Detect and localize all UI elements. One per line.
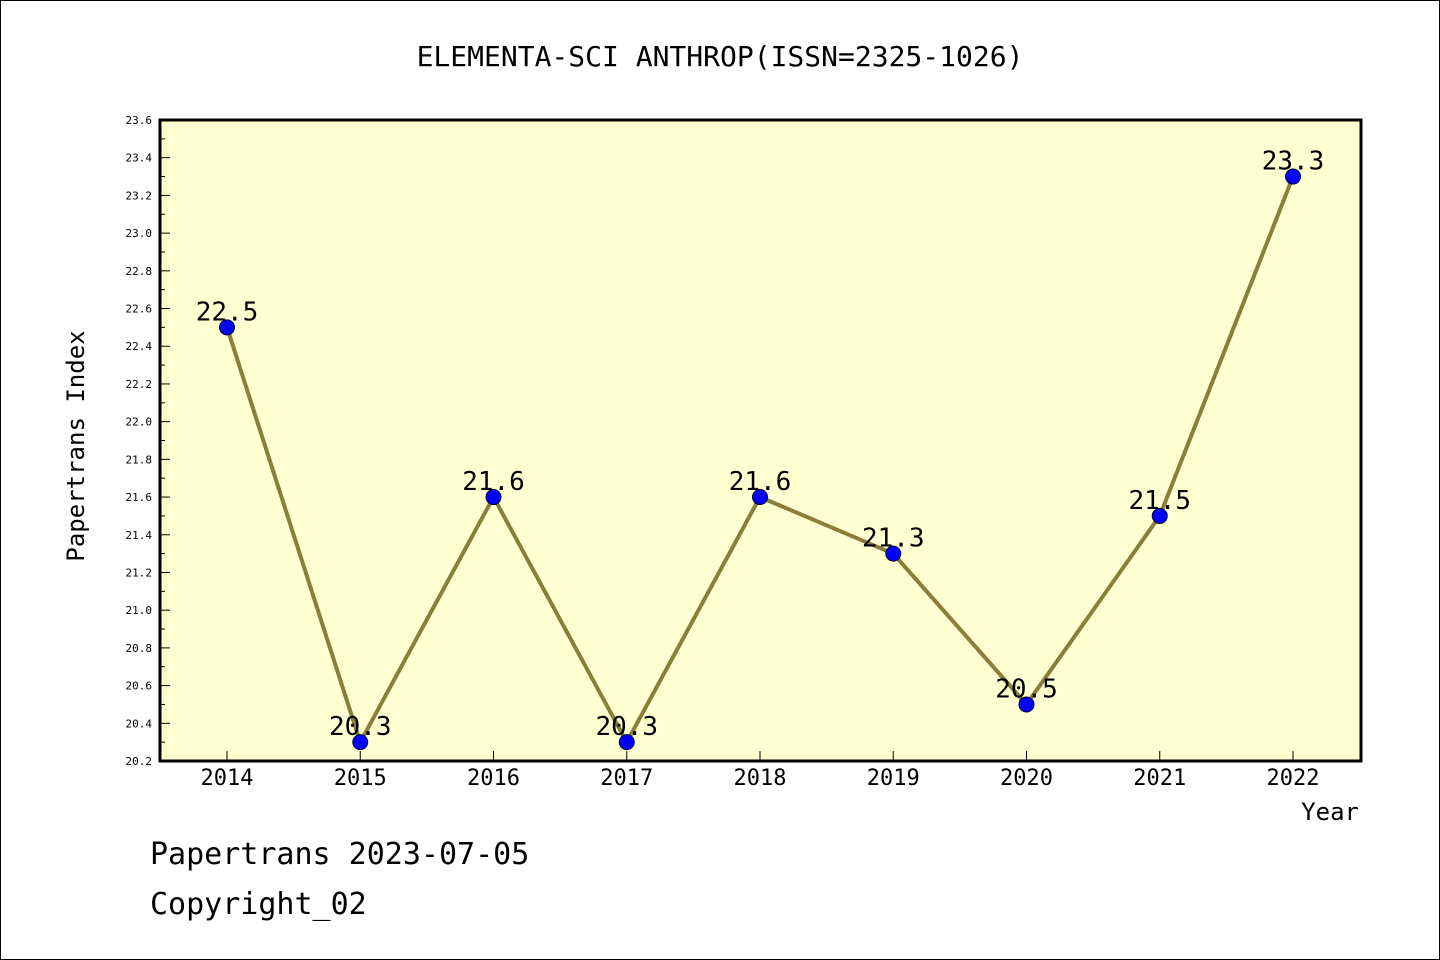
y-tick-label: 20.4 bbox=[126, 717, 153, 730]
y-tick-label: 21.4 bbox=[126, 529, 153, 542]
x-tick-label: 2018 bbox=[734, 766, 787, 791]
y-tick-label: 21.2 bbox=[126, 566, 153, 579]
data-label: 23.3 bbox=[1262, 147, 1325, 177]
x-tick-label: 2017 bbox=[600, 766, 653, 791]
x-axis-label: Year bbox=[1301, 798, 1359, 826]
data-point bbox=[352, 734, 369, 751]
x-tick-label: 2022 bbox=[1267, 766, 1320, 791]
data-label: 21.6 bbox=[729, 467, 792, 497]
y-tick-label: 22.4 bbox=[126, 340, 153, 353]
y-tick-label: 21.8 bbox=[126, 453, 153, 466]
x-tick-label: 2020 bbox=[1000, 766, 1053, 791]
data-label: 22.5 bbox=[196, 297, 259, 327]
data-point bbox=[1151, 507, 1168, 524]
data-label: 21.5 bbox=[1128, 486, 1191, 516]
data-point bbox=[885, 545, 902, 562]
footer-date: Papertrans 2023-07-05 bbox=[150, 837, 529, 872]
x-tick-label: 2014 bbox=[201, 766, 254, 791]
x-tick-label: 2015 bbox=[334, 766, 387, 791]
chart-title: ELEMENTA-SCI ANTHROP(ISSN=2325-1026) bbox=[417, 40, 1024, 73]
data-point bbox=[618, 734, 635, 751]
y-tick-label: 21.6 bbox=[126, 491, 153, 504]
y-tick-label: 22.8 bbox=[126, 265, 153, 278]
y-tick-label: 23.6 bbox=[126, 114, 153, 127]
y-tick-label: 22.6 bbox=[126, 303, 153, 316]
x-axis: 2014 2015 2016 2017 2018 2019 2020 2021 2022 bbox=[201, 751, 1320, 791]
data-point bbox=[1285, 168, 1301, 185]
y-tick-label: 23.4 bbox=[126, 152, 153, 165]
y-axis: 20.2 20.4 20.6 20.8 21.0 21.2 21.4 21.6 21.8 22.0… bbox=[126, 114, 170, 768]
plot-border bbox=[158, 118, 1363, 763]
x-tick-label: 2016 bbox=[467, 766, 520, 791]
y-tick-label: 21.0 bbox=[126, 604, 153, 617]
y-tick-label: 20.8 bbox=[126, 642, 153, 655]
y-tick-label: 20.2 bbox=[126, 755, 153, 768]
data-label: 21.3 bbox=[862, 524, 925, 554]
data-labels: 22.5 20.3 21.6 20.3 21.6 21.3 20.5 21.5 23.3 bbox=[196, 147, 1325, 743]
data-label: 21.6 bbox=[462, 467, 525, 497]
y-tick-label: 22.0 bbox=[126, 416, 153, 429]
footer-copyright: Copyright_02 bbox=[150, 887, 367, 922]
data-point bbox=[1018, 696, 1035, 713]
y-tick-label: 23.2 bbox=[126, 189, 153, 202]
y-tick-label: 20.6 bbox=[126, 680, 153, 693]
y-axis-label: Papertrans Index bbox=[62, 330, 90, 561]
data-label: 20.3 bbox=[595, 712, 658, 742]
data-point bbox=[485, 489, 502, 506]
x-tick-label: 2021 bbox=[1133, 766, 1186, 791]
plot-area bbox=[160, 120, 1361, 761]
data-label: 20.3 bbox=[329, 712, 392, 742]
data-points bbox=[219, 168, 1301, 751]
y-tick-label: 22.2 bbox=[126, 378, 153, 391]
data-point bbox=[219, 319, 235, 336]
data-label: 20.5 bbox=[995, 674, 1058, 704]
x-tick-label: 2019 bbox=[867, 766, 920, 791]
data-point bbox=[752, 489, 768, 506]
y-tick-label: 23.0 bbox=[126, 227, 153, 240]
